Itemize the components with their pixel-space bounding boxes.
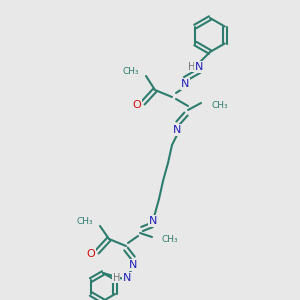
Text: N: N (181, 79, 189, 89)
Text: O: O (133, 100, 141, 110)
Text: CH₃: CH₃ (211, 100, 228, 109)
Text: CH₃: CH₃ (162, 235, 178, 244)
Text: CH₃: CH₃ (76, 217, 93, 226)
Text: N: N (129, 260, 137, 270)
Text: N: N (149, 216, 157, 226)
Text: N: N (173, 125, 181, 135)
Text: N: N (123, 273, 131, 283)
Text: N: N (195, 62, 203, 72)
Text: CH₃: CH₃ (122, 67, 139, 76)
Text: H: H (188, 62, 196, 72)
Text: H: H (112, 273, 120, 283)
Text: O: O (87, 249, 95, 259)
